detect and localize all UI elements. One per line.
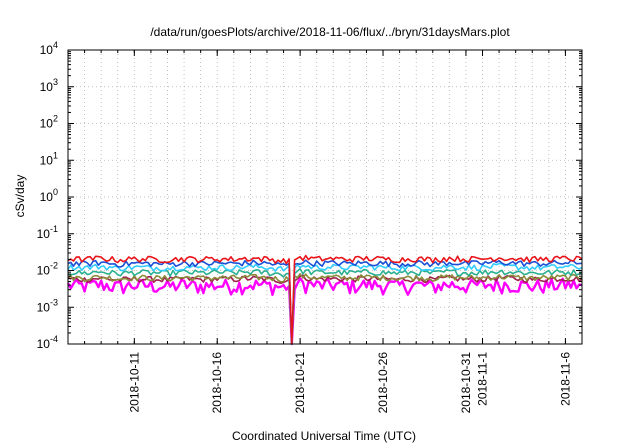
x-tick-label: 2018-11-1 bbox=[476, 352, 490, 406]
y-tick-label: 101 bbox=[40, 150, 58, 167]
y-tick-label-base: 10 bbox=[37, 227, 51, 241]
y-tick-label-exponent: -1 bbox=[50, 224, 58, 234]
y-tick-label-base: 10 bbox=[40, 117, 54, 131]
y-tick-label-base: 10 bbox=[40, 153, 54, 167]
y-tick-label-base: 10 bbox=[40, 43, 54, 57]
y-tick-label: 10-2 bbox=[37, 261, 58, 278]
y-tick-label-base: 10 bbox=[40, 190, 54, 204]
y-tick-label: 104 bbox=[40, 40, 58, 57]
ticks: 10-410-310-210-11001011021031042018-10-1… bbox=[37, 40, 582, 413]
x-tick-label: 2018-10-11 bbox=[127, 352, 141, 413]
x-tick-label: 2018-10-21 bbox=[293, 352, 307, 414]
series-line bbox=[67, 274, 583, 345]
y-tick-label: 10-3 bbox=[37, 297, 58, 314]
y-tick-label: 10-4 bbox=[37, 334, 58, 351]
chart-title: /data/run/goesPlots/archive/2018-11-06/f… bbox=[150, 25, 510, 39]
y-tick-label-exponent: 2 bbox=[53, 114, 58, 124]
y-tick-label: 100 bbox=[40, 187, 58, 204]
y-tick-label-exponent: 1 bbox=[53, 150, 58, 160]
x-axis-label: Coordinated Universal Time (UTC) bbox=[232, 429, 416, 443]
series-line bbox=[67, 262, 583, 345]
series-line bbox=[67, 259, 583, 345]
series-line bbox=[67, 267, 583, 345]
y-tick-label-base: 10 bbox=[40, 80, 54, 94]
x-tick-label: 2018-10-26 bbox=[376, 352, 390, 414]
y-tick-label-base: 10 bbox=[37, 300, 51, 314]
y-tick-label-exponent: -3 bbox=[50, 297, 58, 307]
x-tick-label: 2018-10-16 bbox=[210, 352, 224, 414]
x-tick-label: 2018-10-31 bbox=[459, 352, 473, 414]
y-tick-label-exponent: 3 bbox=[53, 77, 58, 87]
y-tick-label: 102 bbox=[40, 114, 58, 131]
y-tick-label-exponent: -4 bbox=[50, 334, 58, 344]
y-tick-label: 10-1 bbox=[37, 224, 58, 241]
x-tick-label: 2018-11-6 bbox=[558, 352, 572, 406]
grid bbox=[68, 50, 582, 344]
y-tick-label-base: 10 bbox=[37, 337, 51, 351]
series-group bbox=[66, 254, 583, 346]
y-tick-label-exponent: 0 bbox=[53, 187, 58, 197]
y-tick-label-exponent: 4 bbox=[53, 40, 58, 50]
series-line bbox=[67, 254, 583, 345]
y-axis-label: cSv/day bbox=[13, 175, 27, 218]
y-tick-label: 103 bbox=[40, 77, 58, 94]
y-tick-label-exponent: -2 bbox=[50, 261, 58, 271]
series-line bbox=[67, 273, 583, 345]
y-tick-label-base: 10 bbox=[37, 264, 51, 278]
